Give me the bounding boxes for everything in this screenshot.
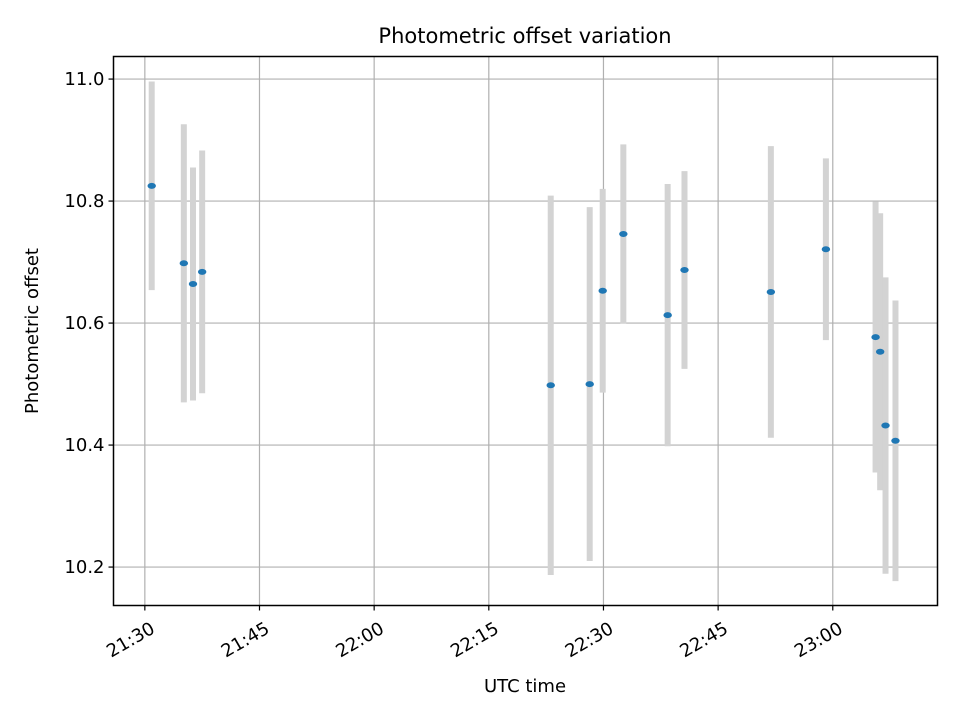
plot-frame (112, 55, 939, 607)
data-point (821, 246, 831, 253)
data-point (875, 348, 885, 355)
data-point (546, 382, 555, 389)
data-point (585, 381, 594, 388)
data-point (179, 260, 189, 267)
data-point (871, 334, 880, 341)
data-point (766, 288, 776, 295)
data-point (619, 231, 628, 238)
y-tick-label: 10.8 (64, 191, 104, 212)
y-axis-ticks: 10.2 10.4 10.6 10.8 11.0 (64, 69, 114, 578)
data-point (598, 287, 607, 294)
data-point (188, 281, 198, 288)
data-point (891, 437, 900, 444)
data-point (680, 267, 689, 273)
y-tick-label: 10.2 (64, 557, 104, 578)
x-axis-label: UTC time (484, 676, 566, 697)
y-tick-label: 10.6 (64, 313, 104, 334)
data-point (881, 422, 890, 429)
markers (147, 182, 900, 444)
y-axis-label: Photometric offset (22, 248, 43, 414)
y-tick-label: 10.4 (64, 435, 104, 456)
data-point (197, 268, 207, 275)
data-point (147, 182, 156, 189)
data-point (663, 312, 672, 319)
y-tick-label: 11.0 (64, 69, 104, 90)
chart-title: Photometric offset variation (378, 24, 671, 48)
